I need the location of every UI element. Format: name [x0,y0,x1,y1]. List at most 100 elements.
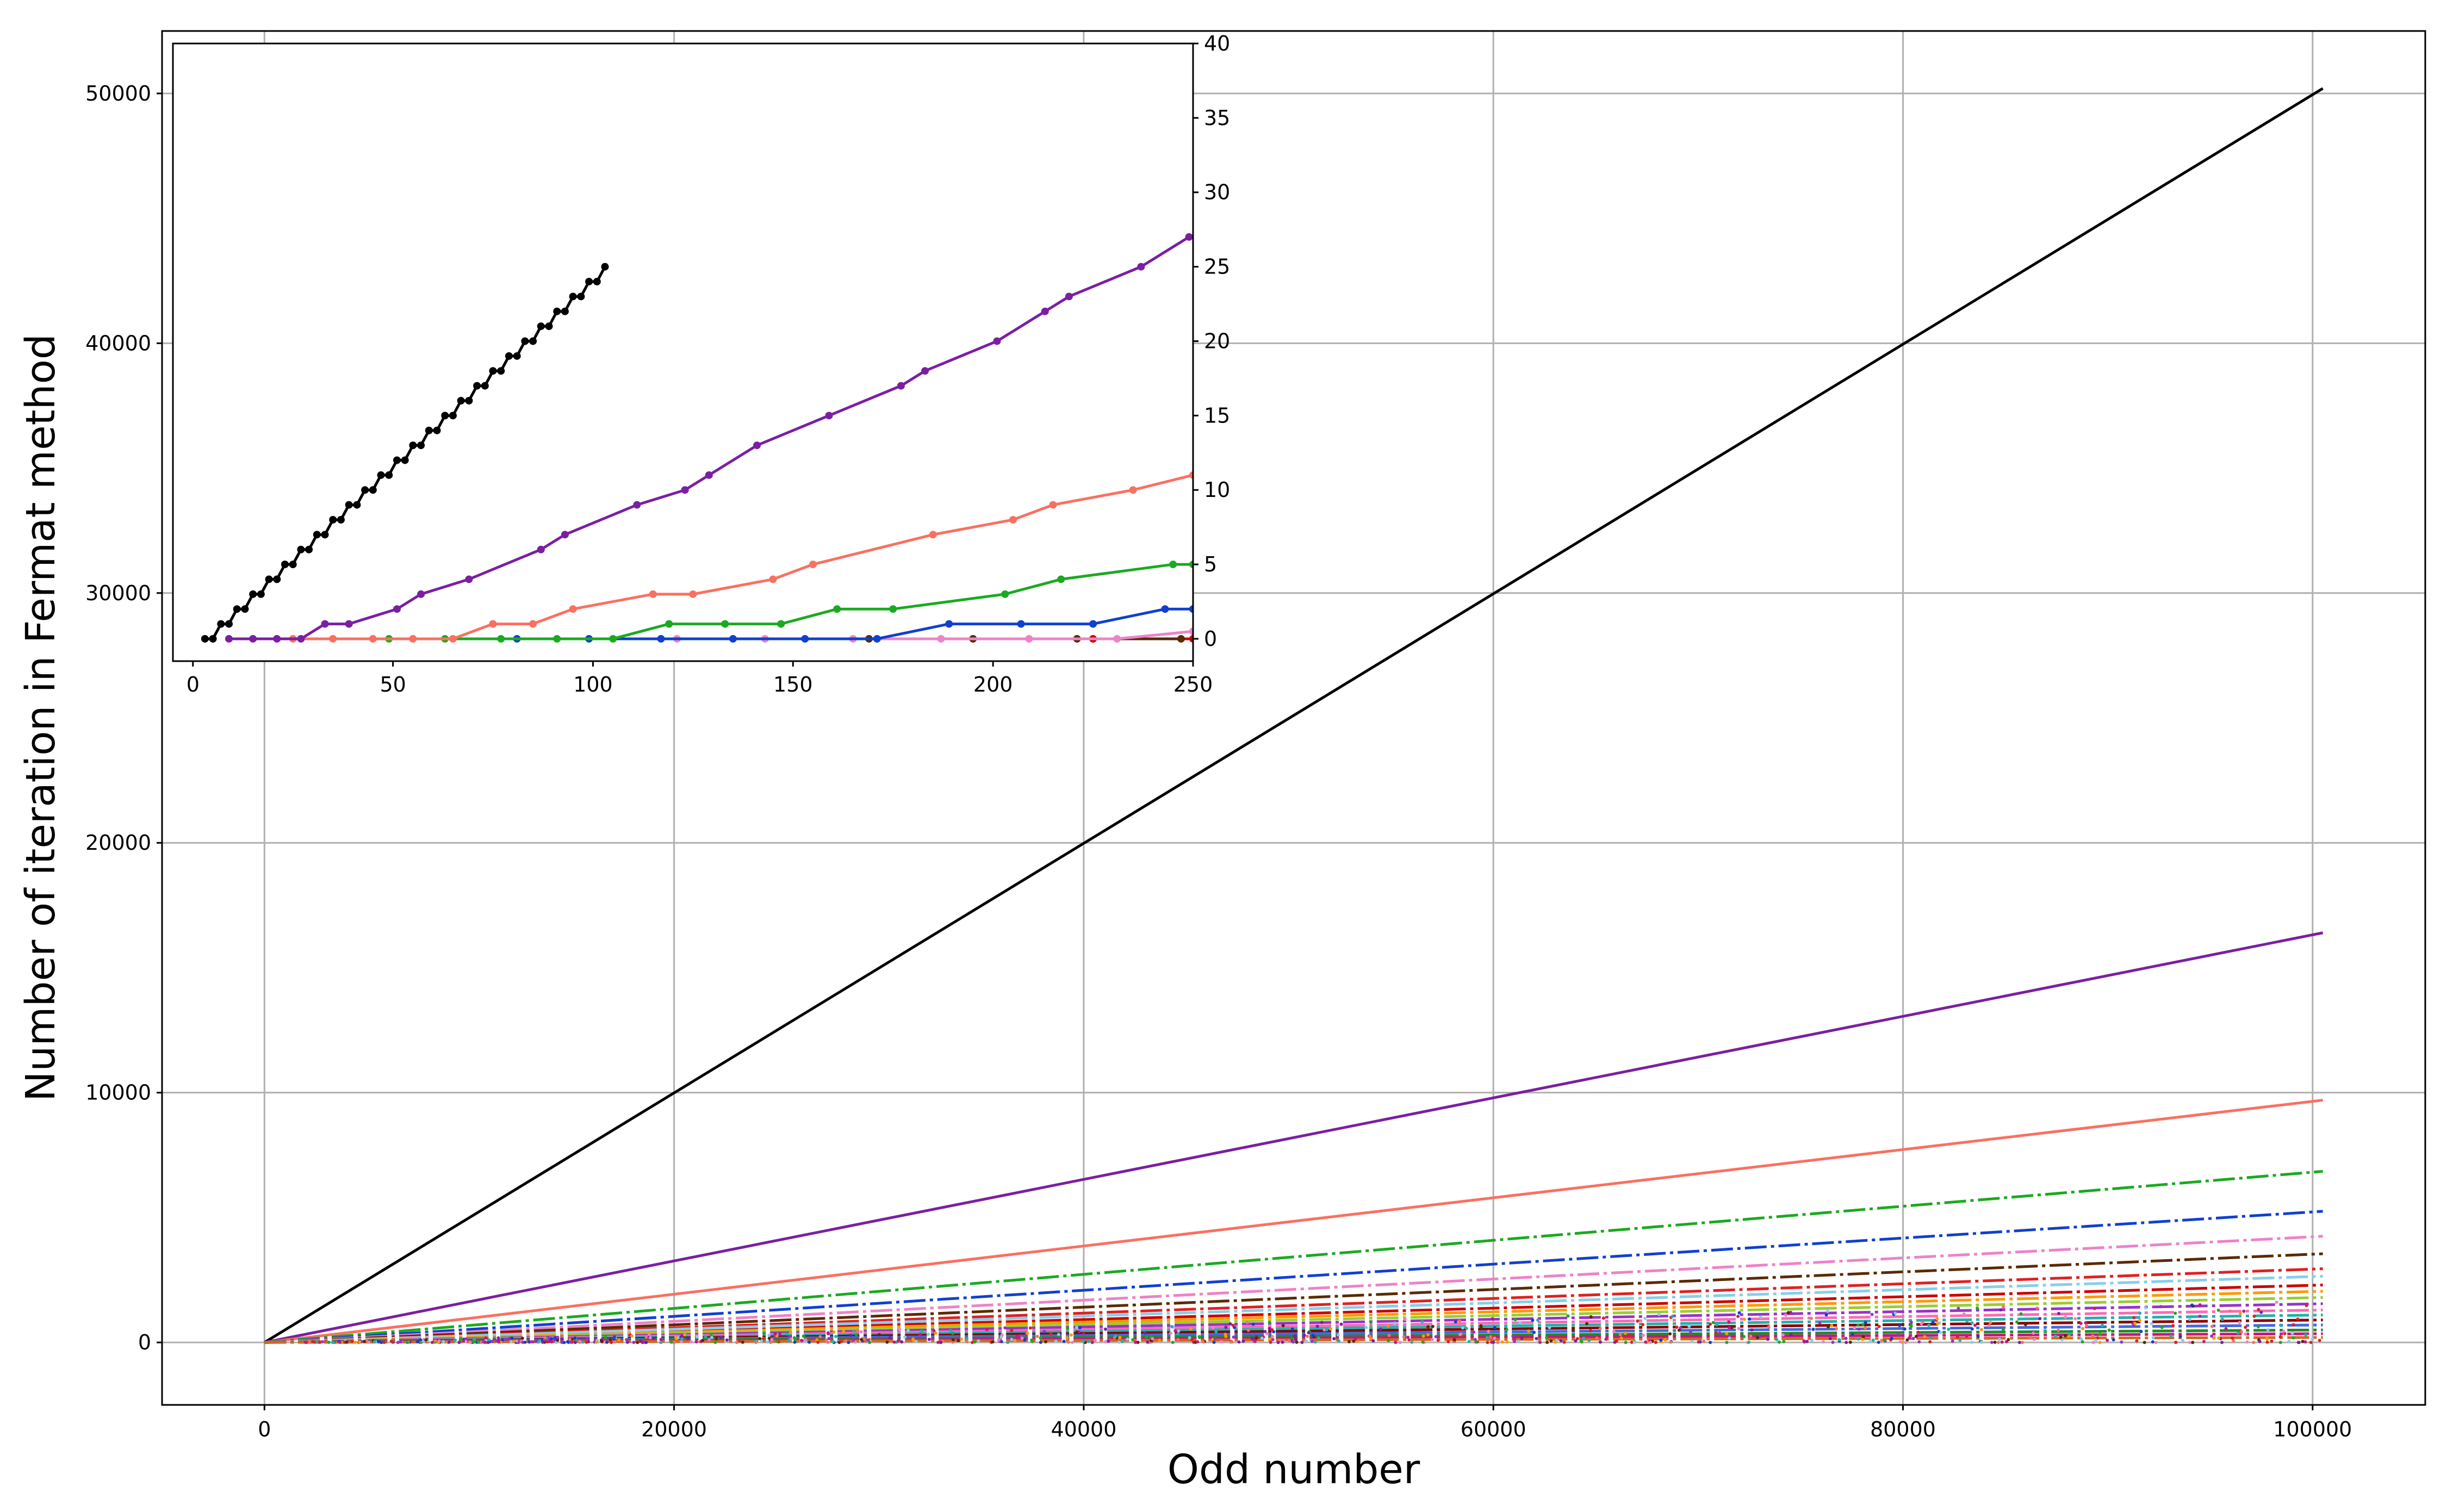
main-noise-point [447,1340,451,1344]
inset-series-4-point [657,634,665,643]
inset-series-4-point [945,620,953,628]
main-noise-point [767,1336,771,1340]
main-noise-point [2064,1315,2067,1319]
main-noise-point [2150,1322,2153,1326]
main-noise-point [2098,1333,2102,1336]
main-noise-point [2220,1317,2224,1321]
main-noise-point [1679,1326,1682,1330]
main-noise-point [642,1340,645,1344]
main-xtick-label-4: 80000 [1870,1417,1936,1441]
main-noise-point [1709,1341,1712,1345]
main-noise-point [1973,1323,1977,1327]
main-noise-point [1728,1326,1731,1330]
main-noise-point [1531,1318,1535,1322]
main-noise-point [1587,1339,1591,1342]
main-noise-point [1957,1306,1960,1310]
main-noise-point [2101,1323,2104,1327]
main-noise-point [1939,1330,1942,1334]
inset-series-0-point [513,352,521,360]
main-noise-point [767,1333,771,1337]
inset-ytick-label-7: 35 [1204,106,1230,130]
main-noise-point [549,1337,553,1341]
main-noise-point [885,1340,889,1344]
main-noise-point [831,1340,835,1343]
main-noise-point [852,1338,855,1342]
main-noise-point [1268,1337,1272,1341]
main-noise-point [2107,1328,2111,1332]
inset-series-1-point [705,471,713,479]
main-noise-point [1434,1335,1438,1339]
main-noise-point [1958,1339,1962,1342]
main-noise-point [2198,1314,2202,1318]
main-noise-point [1411,1334,1414,1338]
inset-series-0-point [489,367,497,375]
main-noise-point [2094,1338,2098,1342]
inset-x-ticks: 0 50 100 150 200 250 [187,661,1213,696]
main-noise-point [1134,1340,1138,1344]
main-noise-point [1736,1315,1740,1318]
inset-plot-frame [172,42,1194,662]
main-noise-point [496,1336,500,1340]
main-noise-point [1718,1331,1722,1335]
main-noise-point [1861,1323,1865,1327]
main-noise-point [1714,1330,1718,1334]
inset-series-0-point [217,620,225,628]
main-noise-point [808,1340,811,1344]
main-noise-point [1737,1311,1741,1315]
main-noise-point [686,1337,690,1341]
inset-series-5-point [1025,634,1033,643]
main-noise-point [578,1340,582,1343]
main-noise-point [2002,1305,2005,1309]
main-noise-point [1398,1341,1402,1345]
main-noise-point [1559,1339,1563,1342]
inset-series-1-point [561,531,569,539]
main-noise-point [610,1341,613,1345]
main-noise-point [1026,1331,1029,1335]
inset-series-4-point [1189,605,1193,613]
inset-series-0-point [569,293,577,301]
main-noise-point [2217,1336,2221,1340]
inset-series-3-point [1057,575,1065,583]
main-noise-point [630,1334,634,1338]
main-noise-point [399,1340,403,1344]
inset-series-2-point [529,620,537,628]
main-noise-point [1176,1337,1180,1341]
inset-ytick-label-8: 40 [1204,32,1230,55]
inset-series-0-point [457,396,465,405]
main-noise-point [827,1337,831,1341]
main-noise-point [476,1340,480,1344]
main-noise-point [2279,1323,2283,1327]
main-noise-point [957,1339,960,1342]
main-noise-point [332,1341,336,1345]
main-noise-point [713,1341,717,1345]
main-noise-point [307,1340,311,1343]
main-noise-point [520,1336,524,1340]
main-noise-point [327,1340,331,1344]
main-noise-point [2278,1341,2282,1345]
inset-series-0-point [465,396,473,405]
inset-series-0-point [249,590,257,598]
main-noise-point [2282,1329,2285,1333]
main-noise-point [569,1340,573,1344]
main-noise-point [1090,1341,1094,1345]
main-noise-point [1644,1340,1648,1344]
main-noise-point [367,1340,371,1344]
inset-series-4-point [801,634,809,643]
main-noise-point [689,1340,693,1343]
main-noise-point [1306,1334,1309,1338]
main-noise-point [1310,1340,1314,1343]
main-noise-point [1094,1339,1097,1342]
main-noise-point [927,1337,931,1341]
main-noise-point [1271,1335,1275,1339]
main-noise-point [1624,1331,1628,1335]
main-noise-point [934,1331,937,1335]
main-noise-point [1837,1338,1841,1342]
main-noise-point [1237,1340,1241,1344]
inset-series-2-point [689,590,697,598]
main-noise-point [1177,1329,1181,1333]
main-noise-point [1545,1336,1549,1340]
inset-series-6-point [1177,634,1185,643]
main-noise-point [1880,1339,1884,1342]
main-noise-point [888,1336,892,1340]
main-noise-point [1387,1334,1391,1337]
